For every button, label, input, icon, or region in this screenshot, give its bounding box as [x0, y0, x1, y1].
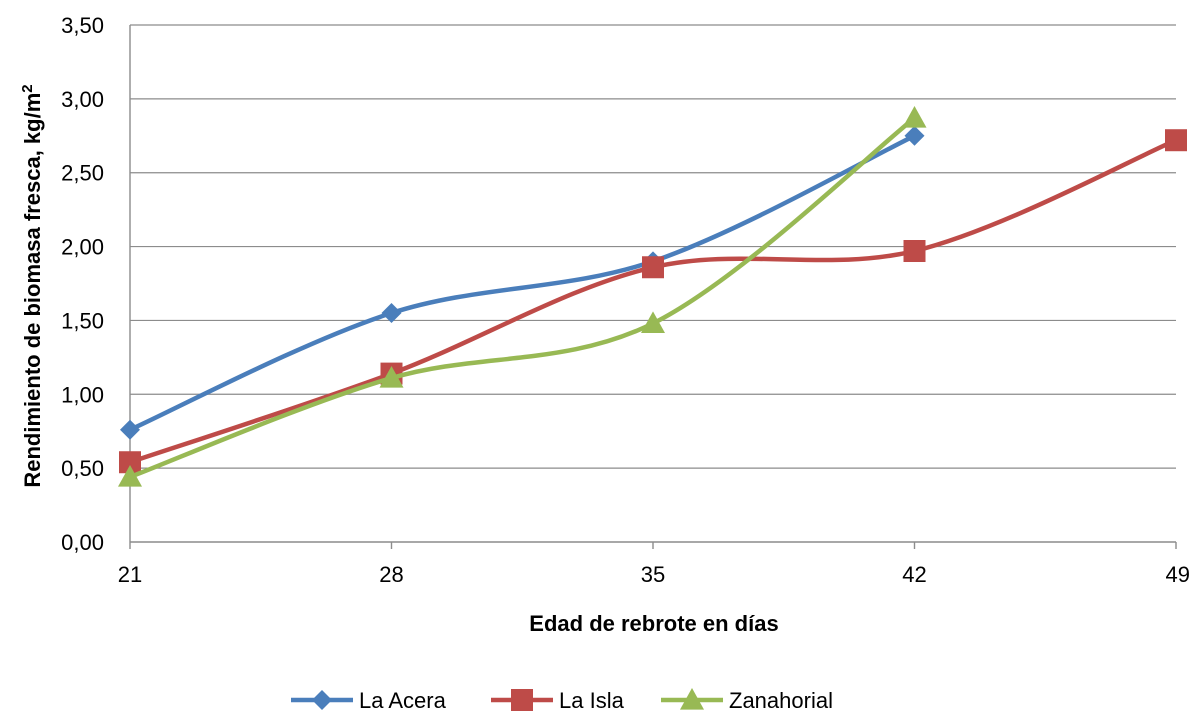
data-point-zanahorial: [902, 106, 927, 128]
y-axis-title: Rendimiento de biomasa fresca, kg/m2: [19, 84, 45, 487]
legend-item-la-acera: La Acera: [291, 688, 447, 713]
legend-item-la-isla: La Isla: [491, 688, 625, 713]
x-tick-label: 49: [1166, 562, 1190, 587]
data-point-zanahorial: [379, 366, 404, 388]
data-point-la-acera: [381, 303, 402, 324]
x-tick-label: 28: [379, 562, 403, 587]
gridlines: [130, 24, 1176, 469]
legend-label: La Isla: [559, 688, 625, 713]
legend-label: La Acera: [359, 688, 447, 713]
y-tick-label: 0,00: [61, 530, 104, 555]
data-point-zanahorial: [641, 311, 665, 333]
y-axis-tick-labels: 0,00 0,50 1,00 1,50 2,00 2,50 3,00 3,50: [61, 13, 104, 555]
x-tick-label: 35: [641, 562, 665, 587]
data-point-la-isla: [903, 240, 926, 263]
series-line-zanahorial: [127, 115, 917, 480]
data-point-la-isla: [1165, 129, 1187, 152]
data-point-la-acera: [120, 419, 140, 440]
legend-label: Zanahorial: [729, 688, 833, 713]
x-axis-tick-labels: 21 28 35 42 49: [118, 562, 1190, 587]
series-la-acera: [120, 125, 925, 440]
data-point-la-acera: [904, 125, 925, 146]
x-axis-title: Edad de rebrote en días: [529, 611, 778, 636]
y-tick-label: 2,50: [61, 161, 104, 186]
x-tick-label: 42: [902, 562, 926, 587]
y-axis-title-main: Rendimiento de biomasa fresca, kg/m: [20, 93, 45, 488]
legend-swatch-marker: [312, 690, 332, 710]
series-zanahorial: [118, 106, 927, 487]
legend-swatch-marker: [511, 689, 533, 711]
y-tick-label: 1,00: [61, 382, 104, 407]
data-point-zanahorial: [118, 465, 142, 487]
x-tick-label: 21: [118, 562, 142, 587]
data-point-la-isla: [119, 451, 141, 474]
series-la-isla: [119, 129, 1187, 474]
y-tick-label: 0,50: [61, 456, 104, 481]
series-layer: [118, 106, 1187, 487]
legend: La Acera La Isla Zanahorial: [291, 688, 833, 713]
legend-item-zanahorial: Zanahorial: [661, 688, 833, 713]
y-tick-label: 2,00: [61, 235, 104, 260]
legend-swatch-marker: [680, 688, 704, 710]
data-point-la-isla: [642, 256, 664, 279]
series-line-la-acera: [127, 133, 917, 432]
y-tick-label: 3,50: [61, 13, 104, 38]
y-axis-title-superscript: 2: [19, 84, 36, 92]
plot-area: [129, 25, 1177, 549]
y-tick-label: 3,00: [61, 87, 104, 112]
y-tick-label: 1,50: [61, 308, 104, 333]
